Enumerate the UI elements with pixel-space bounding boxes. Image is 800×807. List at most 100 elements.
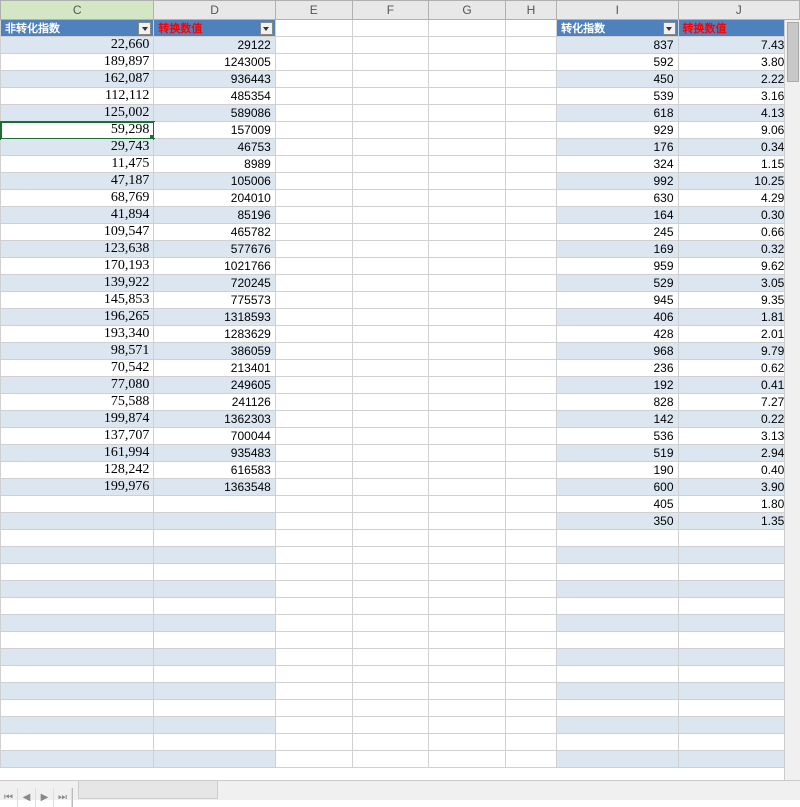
selected-cell[interactable]: 59,298 bbox=[1, 122, 154, 139]
cell[interactable] bbox=[505, 105, 556, 122]
cell[interactable] bbox=[505, 122, 556, 139]
empty-table-cell[interactable] bbox=[678, 649, 799, 666]
empty-table-cell[interactable] bbox=[429, 598, 506, 615]
cell-C[interactable]: 193,340 bbox=[1, 326, 154, 343]
empty-table-cell[interactable] bbox=[154, 547, 275, 564]
empty-table-cell[interactable] bbox=[1, 700, 154, 717]
cell-D[interactable]: 213401 bbox=[154, 360, 275, 377]
cell-D[interactable]: 386059 bbox=[154, 343, 275, 360]
empty-table-cell[interactable] bbox=[678, 751, 799, 768]
cell-D[interactable]: 577676 bbox=[154, 241, 275, 258]
cell-C[interactable]: 125,002 bbox=[1, 105, 154, 122]
cell-C[interactable]: 145,853 bbox=[1, 292, 154, 309]
empty-table-cell[interactable] bbox=[275, 598, 352, 615]
cell[interactable] bbox=[352, 326, 429, 343]
cell-I[interactable]: 450 bbox=[557, 71, 678, 88]
cell[interactable] bbox=[352, 54, 429, 71]
cell[interactable] bbox=[505, 394, 556, 411]
cell[interactable] bbox=[352, 343, 429, 360]
cell-C[interactable]: 139,922 bbox=[1, 275, 154, 292]
empty-table-cell[interactable] bbox=[154, 751, 275, 768]
cell[interactable] bbox=[429, 343, 506, 360]
empty-table-cell[interactable] bbox=[557, 615, 678, 632]
cell[interactable] bbox=[352, 360, 429, 377]
empty-table-cell[interactable] bbox=[154, 598, 275, 615]
empty-table-cell[interactable] bbox=[352, 564, 429, 581]
column-header-E[interactable]: E bbox=[275, 1, 352, 20]
empty-table-cell[interactable] bbox=[429, 734, 506, 751]
cell[interactable] bbox=[275, 445, 352, 462]
filter-dropdown-icon[interactable] bbox=[138, 22, 151, 35]
empty-table-cell[interactable] bbox=[1, 581, 154, 598]
empty-table-cell[interactable] bbox=[352, 581, 429, 598]
cell[interactable] bbox=[352, 513, 429, 530]
cell[interactable] bbox=[352, 224, 429, 241]
empty-table-cell[interactable] bbox=[429, 581, 506, 598]
cell-J[interactable]: 0.22% bbox=[678, 411, 799, 428]
cell[interactable] bbox=[429, 122, 506, 139]
cell-D[interactable]: 241126 bbox=[154, 394, 275, 411]
empty-table-cell[interactable] bbox=[352, 751, 429, 768]
table-header-J[interactable]: 转换数值 bbox=[678, 20, 799, 37]
cell-C[interactable]: 47,187 bbox=[1, 173, 154, 190]
cell[interactable] bbox=[352, 207, 429, 224]
cell-C[interactable]: 170,193 bbox=[1, 258, 154, 275]
cell[interactable] bbox=[505, 275, 556, 292]
cell[interactable] bbox=[505, 496, 556, 513]
cell-I[interactable]: 406 bbox=[557, 309, 678, 326]
empty-cell[interactable] bbox=[505, 20, 556, 37]
cell-C[interactable]: 137,707 bbox=[1, 428, 154, 445]
cell-I[interactable]: 142 bbox=[557, 411, 678, 428]
cell-I[interactable]: 539 bbox=[557, 88, 678, 105]
empty-table-cell[interactable] bbox=[505, 632, 556, 649]
cell[interactable] bbox=[275, 377, 352, 394]
cell[interactable] bbox=[505, 71, 556, 88]
cell[interactable] bbox=[505, 207, 556, 224]
cell-I[interactable]: 600 bbox=[557, 479, 678, 496]
empty-table-cell[interactable] bbox=[275, 632, 352, 649]
cell[interactable] bbox=[429, 54, 506, 71]
cell-J[interactable]: 0.40% bbox=[678, 462, 799, 479]
cell[interactable] bbox=[429, 309, 506, 326]
cell[interactable] bbox=[505, 139, 556, 156]
cell[interactable] bbox=[275, 513, 352, 530]
cell-J[interactable]: 9.06% bbox=[678, 122, 799, 139]
empty-table-cell[interactable] bbox=[678, 615, 799, 632]
cell[interactable] bbox=[352, 411, 429, 428]
cell-D[interactable]: 105006 bbox=[154, 173, 275, 190]
cell-D[interactable]: 589086 bbox=[154, 105, 275, 122]
cell[interactable] bbox=[275, 54, 352, 71]
cell-I[interactable]: 968 bbox=[557, 343, 678, 360]
cell-D[interactable]: 935483 bbox=[154, 445, 275, 462]
cell-I[interactable]: 945 bbox=[557, 292, 678, 309]
cell[interactable] bbox=[429, 292, 506, 309]
cell[interactable] bbox=[429, 513, 506, 530]
cell-I[interactable]: 519 bbox=[557, 445, 678, 462]
cell[interactable] bbox=[429, 37, 506, 54]
cell-J[interactable]: 1.35% bbox=[678, 513, 799, 530]
cell[interactable] bbox=[275, 105, 352, 122]
sheet-tab-track[interactable] bbox=[78, 780, 218, 799]
cell-I[interactable]: 828 bbox=[557, 394, 678, 411]
empty-cell[interactable] bbox=[352, 20, 429, 37]
empty-table-cell[interactable] bbox=[678, 700, 799, 717]
cell[interactable] bbox=[505, 54, 556, 71]
empty-table-cell[interactable] bbox=[275, 751, 352, 768]
empty-table-cell[interactable] bbox=[352, 717, 429, 734]
empty-table-cell[interactable] bbox=[429, 547, 506, 564]
empty-table-cell[interactable] bbox=[275, 581, 352, 598]
cell-I[interactable]: 236 bbox=[557, 360, 678, 377]
cell-I[interactable]: 837 bbox=[557, 37, 678, 54]
cell[interactable] bbox=[505, 241, 556, 258]
cell[interactable] bbox=[505, 513, 556, 530]
cell[interactable] bbox=[429, 275, 506, 292]
empty-table-cell[interactable] bbox=[352, 649, 429, 666]
cell[interactable] bbox=[275, 275, 352, 292]
empty-table-cell[interactable] bbox=[557, 717, 678, 734]
empty-table-cell[interactable] bbox=[1, 751, 154, 768]
empty-table-cell[interactable] bbox=[352, 734, 429, 751]
empty-table-cell[interactable] bbox=[505, 598, 556, 615]
cell[interactable] bbox=[429, 71, 506, 88]
empty-table-cell[interactable] bbox=[1, 666, 154, 683]
empty-table-cell[interactable] bbox=[678, 717, 799, 734]
